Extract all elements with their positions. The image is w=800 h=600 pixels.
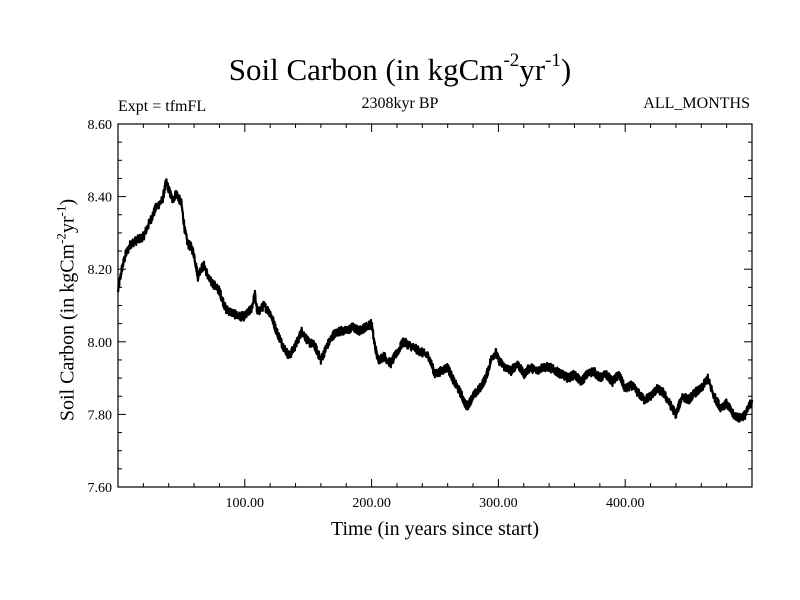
plot-frame (117, 123, 753, 488)
chart-title: Soil Carbon (in kgCm-2yr-1) (0, 51, 800, 87)
months-label: ALL_MONTHS (643, 95, 750, 112)
y-tick-label: 8.60 (88, 118, 113, 133)
y-axis-label: Soil Carbon (in kgCm-2yr-1) (53, 199, 80, 422)
y-tick-label: 8.40 (88, 191, 113, 206)
axis-tick-labels: 100.00 200.00 300.00 400.00 7.60 7.80 8.00 8.20… (88, 118, 645, 511)
chart-title-text: Soil Carbon (in kgCm (228, 52, 504, 87)
chart-title-end: ) (560, 52, 572, 87)
chart-title-sup2: -1 (545, 50, 561, 71)
y-tick-label: 7.60 (88, 481, 113, 496)
chart-title-mid: yr (519, 52, 546, 87)
x-tick-label: 300.00 (479, 496, 518, 511)
x-tick-label: 400.00 (606, 496, 645, 511)
experiment-label: Expt = tfmFL (118, 98, 207, 115)
chart-subtitle: 2308kyr BP (361, 95, 439, 112)
axis-ticks (118, 124, 752, 487)
x-axis-label: Time (in years since start) (330, 518, 540, 540)
y-axis-label-sup1: -2 (53, 233, 69, 244)
y-tick-label: 8.20 (88, 263, 113, 278)
y-tick-label: 7.80 (88, 408, 113, 423)
chart-title-sup1: -2 (503, 50, 520, 71)
y-tick-label: 8.00 (88, 336, 113, 351)
series-line (116, 178, 754, 423)
x-tick-label: 200.00 (352, 496, 391, 511)
y-axis-label-mid: yr (56, 216, 79, 234)
series-group (116, 178, 754, 423)
y-axis-label-text: Soil Carbon (in kgCm (56, 243, 79, 422)
y-axis-label-sup2: -1 (53, 205, 69, 217)
x-tick-label: 100.00 (226, 496, 265, 511)
